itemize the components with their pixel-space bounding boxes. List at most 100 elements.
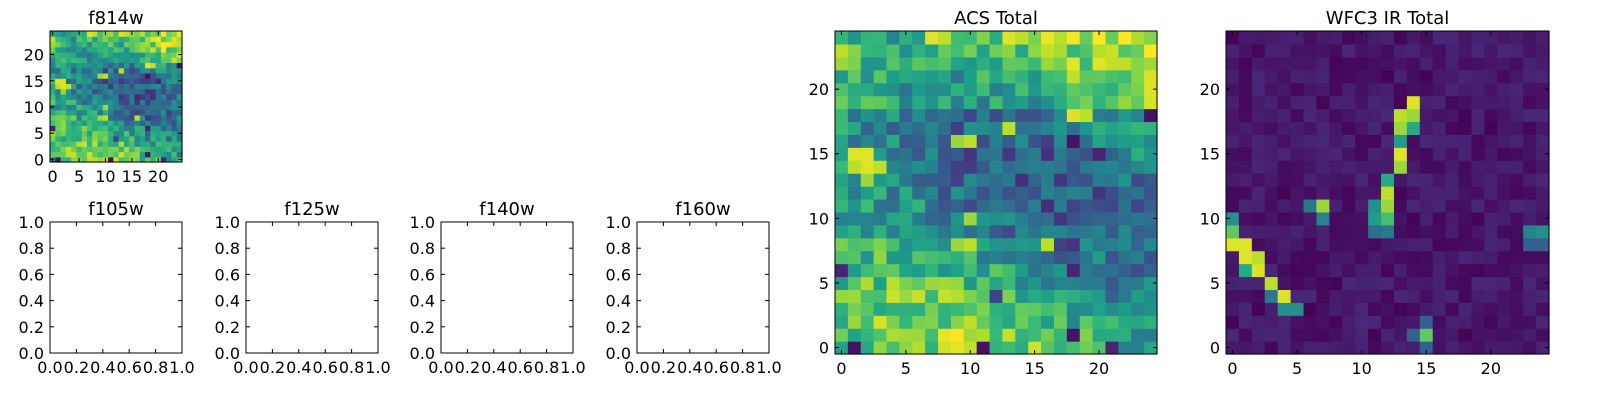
heatmap-cell — [50, 110, 56, 116]
heatmap-cell — [66, 41, 72, 47]
heatmap-cell — [1080, 302, 1093, 316]
heatmap-cell — [61, 94, 67, 100]
heatmap-cell — [1080, 70, 1093, 84]
heatmap-cell — [61, 83, 67, 89]
heatmap-cell — [1316, 44, 1330, 58]
heatmap-cell — [835, 134, 848, 148]
heatmap-cell — [92, 36, 98, 42]
heatmap-cell — [1144, 70, 1157, 84]
heatmap-cell — [71, 152, 77, 158]
heatmap-cell — [964, 109, 977, 123]
heatmap-cell — [1446, 315, 1460, 329]
heatmap-cell — [990, 328, 1003, 342]
heatmap-cell — [1067, 199, 1080, 213]
heatmap-cell — [1523, 251, 1537, 265]
heatmap-cell — [98, 89, 104, 95]
y-tick-label: 0.4 — [215, 292, 240, 311]
heatmap-cell — [119, 68, 125, 74]
heatmap-cell — [1054, 199, 1067, 213]
heatmap-cell — [1484, 83, 1498, 97]
heatmap-cell — [1002, 31, 1015, 45]
heatmap-cell — [951, 44, 964, 58]
heatmap-cell — [1015, 186, 1028, 200]
heatmap-cell — [161, 52, 167, 58]
heatmap-cell — [1381, 109, 1395, 123]
heatmap-cell — [861, 147, 874, 161]
heatmap-cell — [71, 110, 77, 116]
heatmap-cell — [119, 94, 125, 100]
heatmap-cell — [1471, 315, 1485, 329]
heatmap-cell — [66, 89, 72, 95]
heatmap-cell — [50, 62, 56, 68]
heatmap-cell — [1304, 147, 1318, 161]
heatmap-cell — [1105, 251, 1118, 265]
heatmap-cell — [1002, 328, 1015, 342]
heatmap-cell — [82, 73, 88, 79]
heatmap-cell — [1067, 289, 1080, 303]
heatmap-cell — [140, 36, 146, 42]
heatmap-cell — [1446, 31, 1460, 45]
heatmap-cell — [1028, 121, 1041, 135]
heatmap-cell — [87, 141, 93, 147]
heatmap-cell — [848, 121, 861, 135]
heatmap-cell — [1433, 31, 1447, 45]
heatmap-cell — [66, 78, 72, 84]
heatmap-cell — [1118, 199, 1131, 213]
heatmap-cell — [161, 89, 167, 95]
heatmap-cell — [1459, 44, 1473, 58]
heatmap-cell — [119, 31, 125, 37]
heatmap-cell — [861, 315, 874, 329]
y-tick-label: 5 — [819, 274, 829, 293]
heatmap-cell — [912, 160, 925, 174]
heatmap-cell — [50, 120, 56, 126]
heatmap-cell — [1002, 121, 1015, 135]
heatmap-cell — [887, 57, 900, 71]
heatmap-cell — [1093, 109, 1106, 123]
heatmap-cell — [113, 83, 119, 89]
heatmap-cell — [1015, 70, 1028, 84]
heatmap-cell — [108, 47, 114, 53]
heatmap-cell — [874, 225, 887, 239]
heatmap-cell — [1291, 96, 1305, 110]
heatmap-cell — [98, 94, 104, 100]
heatmap-cell — [1118, 96, 1131, 110]
heatmap-cell — [1523, 302, 1537, 316]
heatmap-cell — [1291, 238, 1305, 252]
heatmap-cell — [1226, 121, 1240, 135]
heatmap-cell — [98, 62, 104, 68]
heatmap-cell — [108, 136, 114, 142]
x-tick-label: 0.6 — [312, 358, 337, 377]
heatmap-cell — [1131, 199, 1144, 213]
heatmap-cell — [171, 73, 177, 79]
heatmap-cell — [82, 57, 88, 63]
heatmap-cell — [1226, 109, 1240, 123]
heatmap-cell — [150, 73, 156, 79]
heatmap-cell — [1291, 109, 1305, 123]
heatmap-cell — [874, 276, 887, 290]
heatmap-cell — [134, 73, 140, 79]
heatmap-cell — [861, 186, 874, 200]
heatmap-cell — [76, 47, 82, 53]
heatmap-cell — [1015, 264, 1028, 278]
heatmap-cell — [861, 44, 874, 58]
heatmap-cell — [1278, 186, 1292, 200]
heatmap-cell — [1118, 328, 1131, 342]
heatmap-cell — [156, 41, 162, 47]
heatmap-cell — [171, 104, 177, 110]
heatmap-cell — [108, 94, 114, 100]
heatmap-cell — [1067, 83, 1080, 97]
heatmap-cell — [1446, 160, 1460, 174]
heatmap-cell — [1510, 341, 1524, 355]
heatmap-cell — [912, 109, 925, 123]
y-tick-label: 0.4 — [19, 292, 44, 311]
heatmap-cell — [1459, 264, 1473, 278]
heatmap-cell — [1446, 238, 1460, 252]
heatmap-cell — [1054, 121, 1067, 135]
heatmap-cell — [951, 70, 964, 84]
heatmap-cell — [166, 152, 172, 158]
heatmap-cell — [92, 62, 98, 68]
heatmap-cell — [124, 57, 130, 63]
heatmap-cell — [1278, 173, 1292, 187]
heatmap-cell — [66, 57, 72, 63]
heatmap-cell — [161, 146, 167, 152]
